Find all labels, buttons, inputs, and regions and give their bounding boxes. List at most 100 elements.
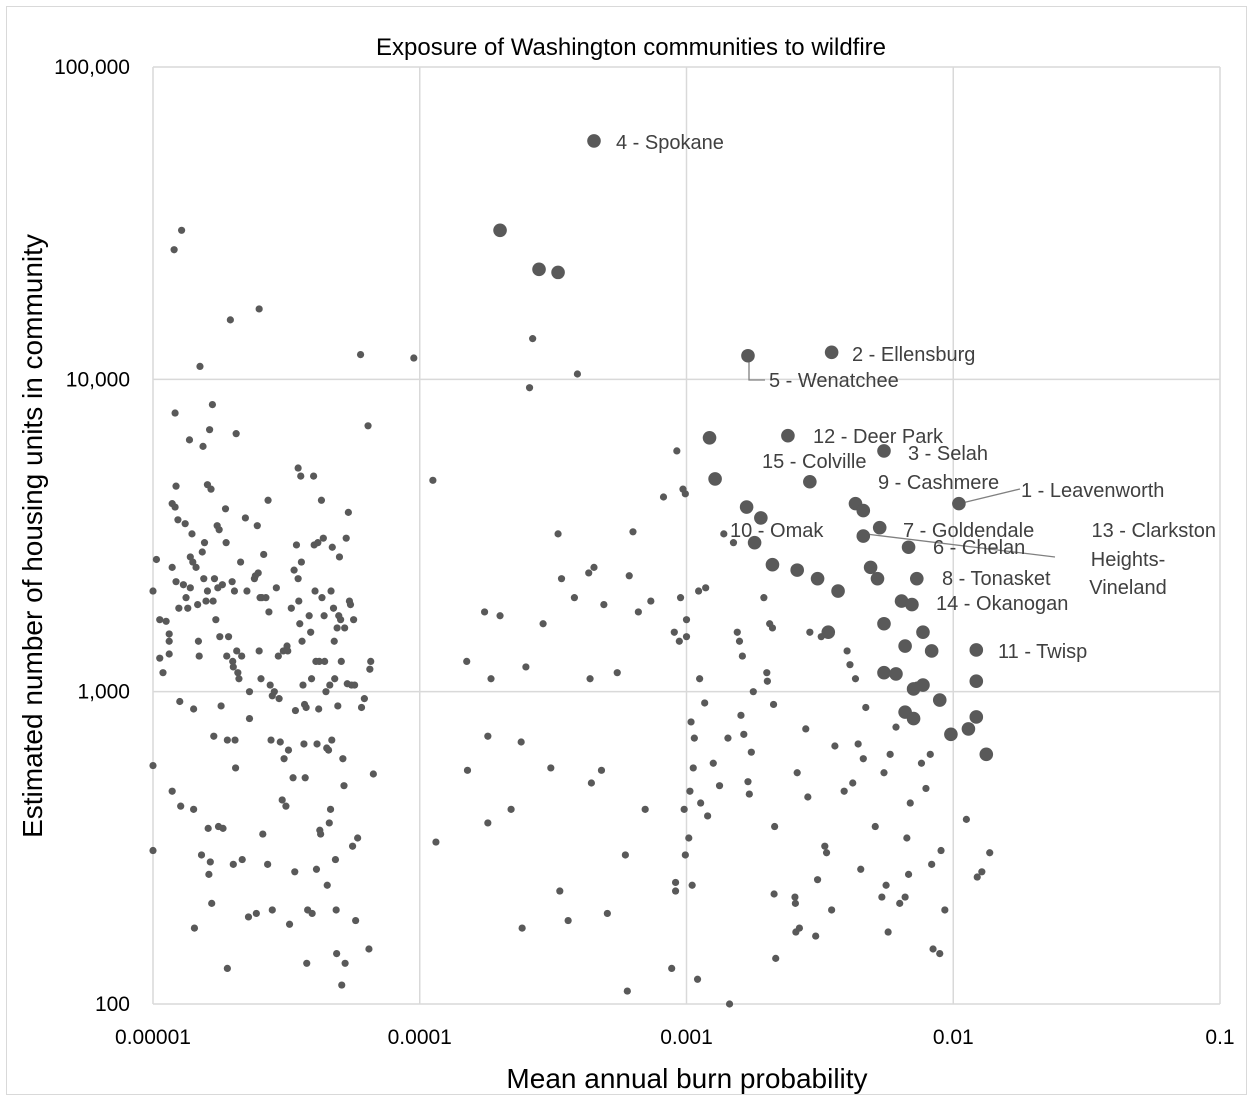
- large-data-point: [924, 644, 939, 658]
- small-data-point: [289, 774, 297, 782]
- small-data-point: [305, 612, 313, 620]
- small-data-point: [673, 447, 681, 455]
- small-data-point: [871, 822, 879, 831]
- small-data-point: [884, 928, 892, 936]
- small-data-point: [573, 370, 582, 378]
- highlighted-data-point: [877, 444, 891, 458]
- y-tick-labels: 100 1,000 10,000 100,000: [54, 56, 130, 1016]
- small-data-point: [740, 730, 748, 738]
- small-data-point: [315, 705, 323, 713]
- small-data-point: [194, 637, 203, 645]
- small-data-point: [315, 657, 323, 665]
- highlighted-data-point: [741, 348, 755, 363]
- large-data-point: [551, 265, 565, 280]
- small-data-point: [341, 959, 349, 967]
- small-data-point: [763, 677, 771, 685]
- small-data-point: [197, 851, 206, 859]
- small-data-point: [339, 755, 347, 763]
- small-data-point: [843, 647, 851, 655]
- point-label: 10 - Omak: [730, 520, 824, 542]
- label-leader-line: [961, 488, 1021, 504]
- small-data-point: [262, 594, 270, 602]
- small-data-point: [686, 787, 694, 795]
- small-data-point: [264, 860, 272, 868]
- chart-frame: [6, 6, 1247, 1095]
- small-data-point: [529, 335, 537, 343]
- small-data-point: [323, 881, 331, 889]
- small-data-point: [487, 675, 495, 683]
- small-data-point: [973, 873, 981, 881]
- small-data-point: [294, 575, 302, 583]
- small-data-point: [613, 669, 621, 677]
- small-data-point: [254, 569, 262, 577]
- highlighted-data-point: [587, 134, 601, 148]
- large-data-point: [906, 711, 921, 726]
- large-data-point: [877, 616, 891, 631]
- small-data-point: [342, 534, 350, 542]
- small-data-point: [463, 657, 471, 665]
- small-data-point: [840, 787, 848, 795]
- small-data-point: [463, 766, 472, 774]
- small-data-point: [245, 688, 254, 696]
- small-data-point: [634, 608, 642, 616]
- small-data-point: [882, 881, 890, 889]
- small-data-point: [694, 587, 703, 595]
- small-data-point: [331, 855, 340, 864]
- small-data-point: [688, 881, 696, 889]
- small-data-point: [334, 702, 342, 710]
- small-data-point: [941, 906, 949, 914]
- small-data-point: [221, 505, 230, 513]
- point-label: 3 - Selah: [908, 443, 988, 465]
- small-data-point: [194, 601, 202, 609]
- small-data-point: [337, 657, 345, 665]
- small-data-point: [804, 793, 812, 801]
- large-data-point: [877, 665, 891, 680]
- small-data-point: [702, 584, 710, 592]
- point-label: 8 - Tonasket: [942, 568, 1051, 590]
- small-data-point: [257, 675, 265, 683]
- highlighted-data-point: [856, 503, 871, 518]
- small-data-point: [926, 750, 934, 758]
- small-data-point: [190, 924, 199, 932]
- small-data-point: [229, 657, 237, 665]
- large-data-point: [898, 639, 912, 653]
- small-data-point: [517, 738, 525, 746]
- small-data-point: [685, 834, 693, 842]
- small-data-point: [172, 482, 180, 490]
- small-data-point: [219, 824, 227, 832]
- small-data-point: [812, 932, 820, 940]
- large-points: [493, 134, 994, 762]
- small-data-point: [849, 779, 857, 787]
- small-data-point: [182, 594, 190, 602]
- small-data-point: [243, 587, 251, 595]
- x-axis-title: Mean annual burn probability: [506, 1063, 867, 1094]
- large-data-point: [831, 584, 845, 598]
- small-data-point: [647, 597, 655, 605]
- y-tick-label: 1,000: [77, 681, 130, 704]
- small-data-point: [547, 764, 555, 772]
- small-data-point: [351, 681, 359, 689]
- small-data-point: [680, 805, 688, 813]
- small-data-point: [190, 805, 198, 813]
- large-data-point: [932, 693, 947, 707]
- large-data-point: [889, 667, 903, 681]
- point-label: 9 - Cashmere: [878, 472, 999, 494]
- small-data-point: [165, 637, 173, 645]
- x-tick-label: 0.0001: [388, 1026, 452, 1049]
- small-data-point: [365, 945, 373, 953]
- small-data-point: [231, 736, 239, 744]
- small-data-point: [749, 688, 757, 696]
- small-data-point: [297, 558, 305, 566]
- small-data-point: [171, 503, 179, 511]
- small-data-point: [862, 703, 870, 712]
- small-data-point: [276, 738, 284, 746]
- small-data-point: [329, 604, 338, 612]
- small-data-point: [274, 652, 282, 660]
- small-data-point: [208, 401, 217, 409]
- large-data-point: [961, 722, 976, 736]
- small-data-point: [298, 637, 306, 645]
- small-data-point: [297, 472, 305, 480]
- small-data-point: [518, 924, 526, 932]
- small-data-point: [480, 608, 489, 616]
